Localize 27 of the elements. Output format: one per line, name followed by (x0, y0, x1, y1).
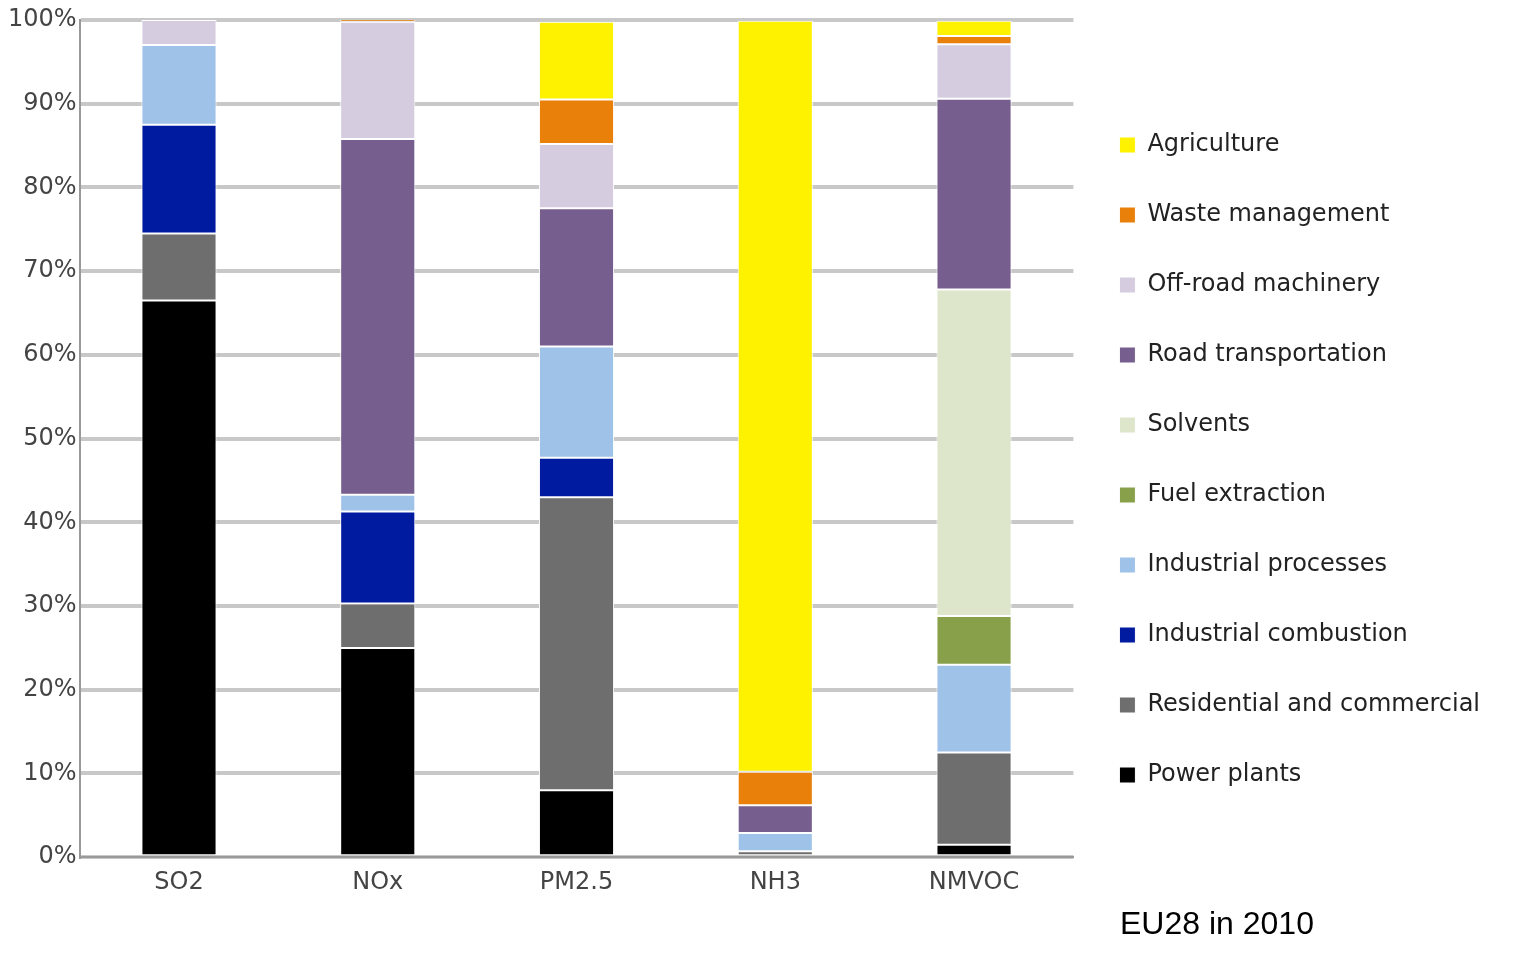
y-tick-label: 60% (23, 339, 77, 368)
y-tick-label: 90% (23, 87, 77, 116)
legend-label: Agriculture (1147, 129, 1280, 158)
y-tick-label: 30% (23, 590, 77, 619)
legend-label: Industrial processes (1147, 549, 1388, 578)
y-tick-label: 10% (23, 757, 77, 786)
y-tick-label: 80% (23, 171, 77, 200)
legend-label: Residential and commercial (1147, 689, 1480, 718)
x-tick-label: PM2.5 (539, 866, 614, 895)
legend-label: Solvents (1147, 409, 1251, 438)
y-tick-label: 0% (38, 841, 77, 870)
x-tick-label: NH3 (749, 866, 801, 895)
x-tick-label: NOx (352, 866, 404, 895)
legend-label: Industrial combustion (1147, 619, 1408, 648)
legend-label: Road transportation (1147, 339, 1387, 368)
x-tick-label: NMVOC (928, 866, 1020, 895)
text: EU28 in 2010 (1120, 905, 1314, 942)
legend-label: Fuel extraction (1147, 479, 1326, 508)
legend-label: Power plants (1147, 759, 1302, 788)
y-tick-label: 50% (23, 422, 77, 451)
y-tick-label: 70% (23, 255, 77, 284)
y-tick-label: 100% (7, 4, 77, 33)
legend-label: Waste management (1147, 199, 1390, 228)
y-tick-label: 20% (23, 673, 77, 702)
x-tick-label: SO2 (154, 866, 204, 895)
y-tick-label: 40% (23, 506, 77, 535)
legend-label: Off-road machinery (1147, 269, 1381, 298)
